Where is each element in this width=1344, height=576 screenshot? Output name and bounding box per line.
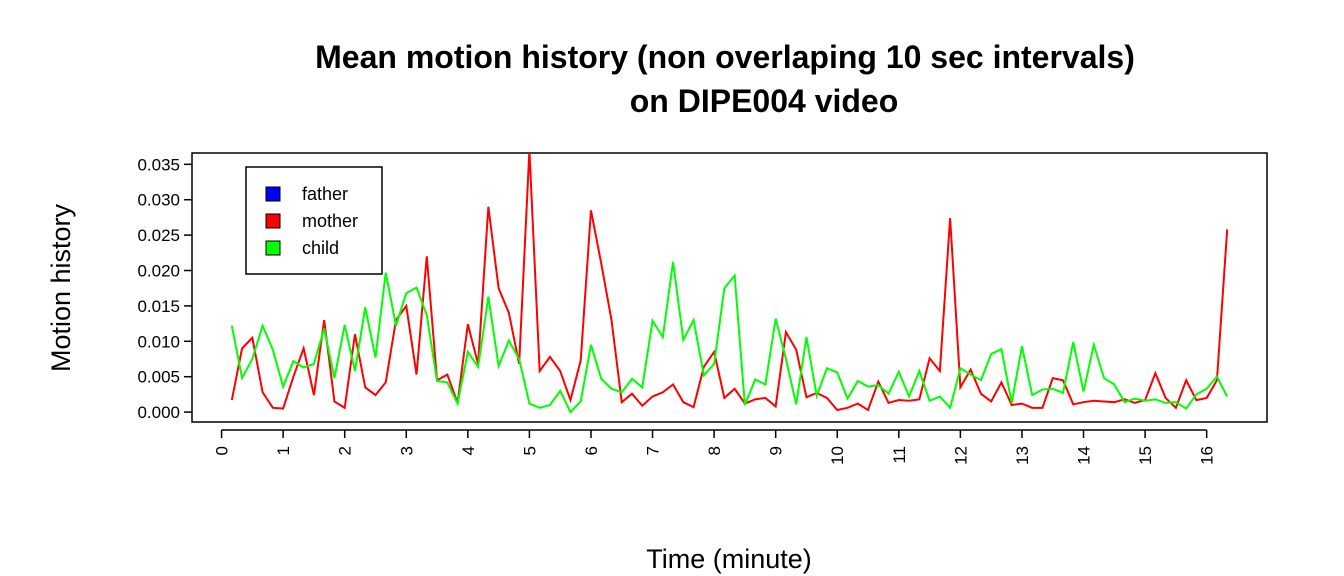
x-tick-label: 3 [397, 446, 416, 455]
y-tick-label: 0.030 [137, 191, 180, 210]
x-tick-label: 1 [274, 446, 293, 455]
y-tick-label: 0.000 [137, 403, 180, 422]
x-tick-label: 13 [1013, 446, 1032, 465]
x-tick-label: 16 [1198, 446, 1217, 465]
x-tick-label: 12 [951, 446, 970, 465]
x-tick-label: 5 [520, 446, 539, 455]
x-axis-label: Time (minute) [646, 544, 812, 574]
x-tick-label: 9 [767, 446, 786, 455]
plot-area [230, 153, 1229, 414]
x-tick-label: 4 [459, 446, 478, 455]
y-axis-label: Motion history [46, 203, 76, 372]
series-line [230, 261, 1229, 414]
legend-label: father [302, 184, 348, 204]
x-tick-label: 8 [705, 446, 724, 455]
x-tick-label: 2 [336, 446, 355, 455]
x-tick-label: 11 [890, 446, 909, 464]
chart-title: Mean motion history (non overlaping 10 s… [315, 39, 1135, 75]
x-tick-label: 7 [644, 446, 663, 455]
plot-frame [191, 152, 1268, 423]
y-tick-label: 0.015 [137, 297, 180, 316]
legend-swatch [265, 186, 281, 202]
y-tick-label: 0.035 [137, 155, 180, 174]
x-tick-label: 0 [213, 446, 232, 455]
x-tick-label: 6 [582, 446, 601, 455]
x-tick-label: 10 [828, 446, 847, 465]
x-tick-label: 15 [1136, 446, 1155, 465]
y-tick-label: 0.010 [137, 332, 180, 351]
y-tick-label: 0.020 [137, 262, 180, 281]
legend-swatch [265, 213, 281, 229]
legend-label: child [302, 238, 339, 258]
x-tick-label: 14 [1075, 446, 1094, 465]
legend-swatch [265, 240, 281, 256]
y-tick-label: 0.025 [137, 226, 180, 245]
y-tick-label: 0.005 [137, 368, 180, 387]
chart-title: on DIPE004 video [630, 83, 899, 119]
legend-label: mother [302, 211, 358, 231]
